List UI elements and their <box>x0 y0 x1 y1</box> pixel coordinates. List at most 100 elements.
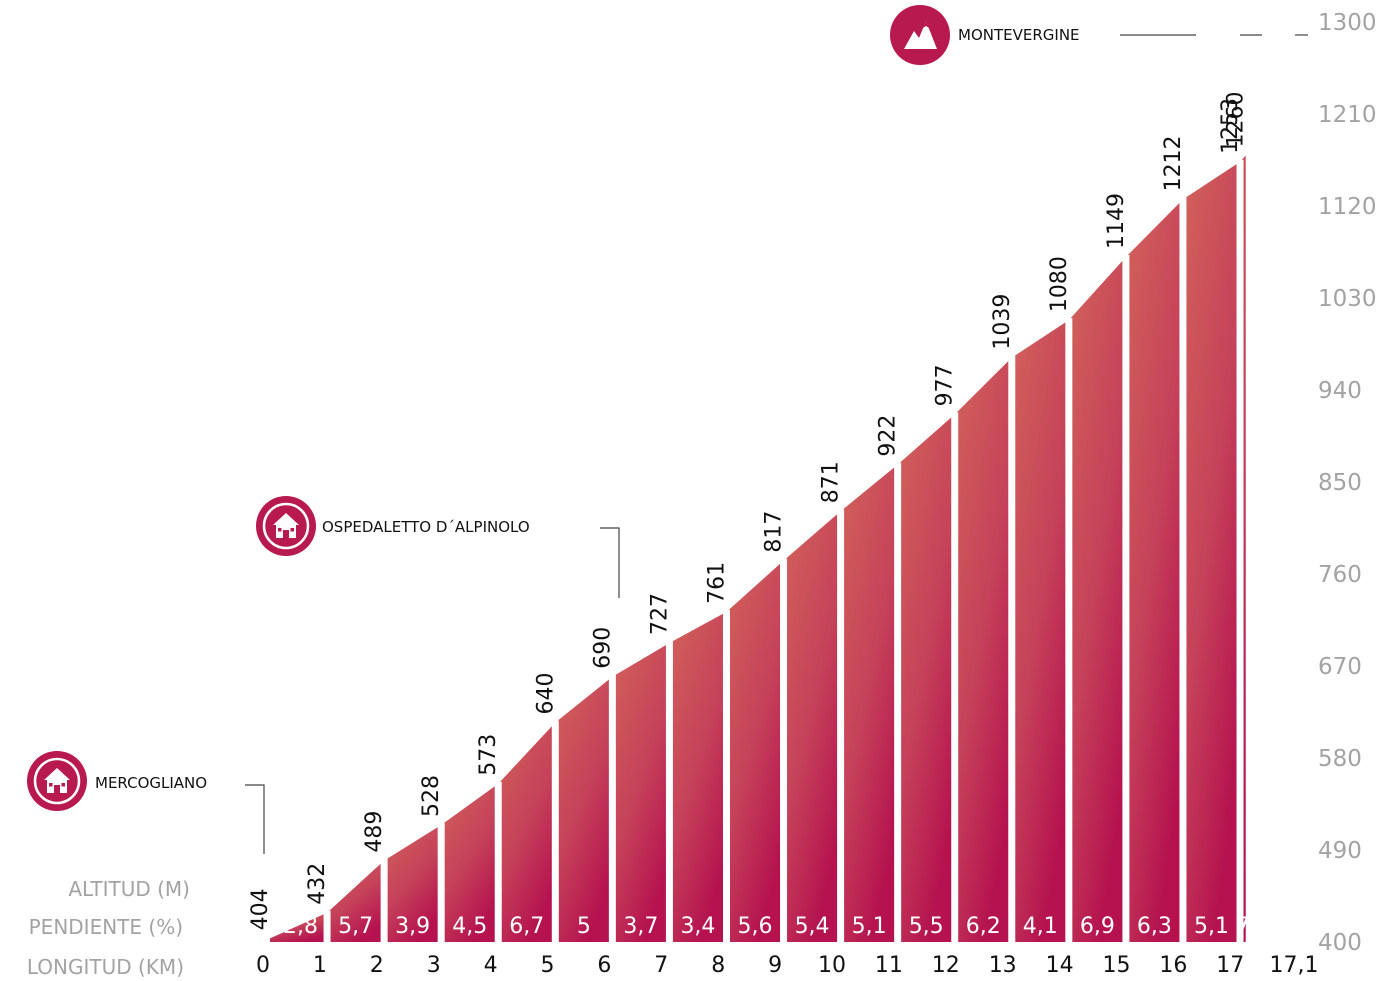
profile-segment <box>783 511 841 942</box>
altitude-label: 432 <box>305 863 330 905</box>
distance-tick: 13 <box>989 953 1017 978</box>
altitude-label: 761 <box>704 562 729 604</box>
gradient-label: 5 <box>577 914 591 939</box>
distance-tick: 16 <box>1159 953 1187 978</box>
row-label-distance: LONGITUD (KM) <box>27 955 184 979</box>
gradient-label: 5,4 <box>795 914 830 939</box>
location-name: MONTEVERGINE <box>958 26 1080 44</box>
altitude-axis: 400 490 580 670 760 850 940 1030 1120 1210 1300 <box>1318 10 1377 956</box>
gradient-label: 4,1 <box>1023 914 1058 939</box>
location-markers: MERCOGLIANO OSPEDALETTO D´ALPINOLO MONTEVE… <box>27 5 1308 854</box>
distance-tick: 17 <box>1216 953 1244 978</box>
altitude-label: 1253 <box>1218 98 1243 154</box>
profile-segment <box>1011 320 1069 942</box>
altitude-tick: 1030 <box>1318 286 1377 312</box>
location-badge <box>890 5 950 65</box>
altitude-tick: 1210 <box>1318 102 1377 128</box>
altitude-label: 690 <box>590 627 615 669</box>
altitude-tick: 490 <box>1318 838 1362 864</box>
gradient-label: 6,3 <box>1137 914 1172 939</box>
gradient-label: 5,1 <box>852 914 887 939</box>
altitude-tick: 850 <box>1318 470 1362 496</box>
distance-tick: 6 <box>597 953 611 978</box>
altitude-label: 1212 <box>1161 135 1186 191</box>
gradient-label: 6,9 <box>1080 914 1115 939</box>
profile-segment <box>498 722 556 942</box>
profile-segment <box>669 611 727 942</box>
altitude-label: 1149 <box>1104 193 1129 249</box>
altitude-label: 1039 <box>990 294 1015 350</box>
profile-segment <box>327 860 385 942</box>
profile-segment <box>384 824 442 942</box>
distance-tick: 11 <box>875 953 903 978</box>
row-labels: ALTITUD (M) PENDIENTE (%) LONGITUD (KM) <box>27 877 190 979</box>
altitude-label: 817 <box>762 511 787 553</box>
profile-segment <box>612 642 670 942</box>
profile-segment <box>1068 257 1126 942</box>
profile-segment <box>840 464 898 942</box>
distance-tick: 5 <box>541 953 555 978</box>
distance-ticks: 0 1 2 3 4 5 6 7 8 9 10 11 12 13 14 15 16 17 17,1 <box>256 953 1318 978</box>
gradient-label: 3,9 <box>395 914 430 939</box>
gradient-label: 3,4 <box>680 914 715 939</box>
gradient-label: 5,1 <box>1194 914 1229 939</box>
gradient-label: 5,6 <box>738 914 773 939</box>
altitude-tick: 400 <box>1318 930 1362 956</box>
house-icon <box>262 502 310 550</box>
distance-tick: 2 <box>370 953 384 978</box>
location-leader-line <box>600 527 620 598</box>
altitude-tick: 1120 <box>1318 194 1377 220</box>
altitude-tick: 760 <box>1318 562 1362 588</box>
profile-segment <box>555 676 613 942</box>
altitude-label: 528 <box>419 775 444 817</box>
altitude-label: 1080 <box>1047 256 1072 312</box>
altitude-tick: 670 <box>1318 654 1362 680</box>
location-marker: OSPEDALETTO D´ALPINOLO <box>256 496 620 598</box>
location-marker: MERCOGLIANO <box>27 751 265 854</box>
altitude-tick: 580 <box>1318 746 1362 772</box>
altitude-labels: 404 432 489 528 573 640 690 727 761 817 871 922 977 1… <box>248 92 1249 931</box>
distance-tick: 1 <box>313 953 327 978</box>
mountain-icon <box>904 21 937 49</box>
row-label-altitude: ALTITUD (M) <box>68 877 190 901</box>
distance-tick: 4 <box>484 953 498 978</box>
distance-tick: 10 <box>818 953 846 978</box>
profile-segment <box>897 414 955 942</box>
distance-tick: 12 <box>932 953 960 978</box>
altitude-label: 1260 <box>1224 92 1249 148</box>
row-label-gradient: PENDIENTE (%) <box>29 915 183 939</box>
profile-area <box>270 155 1246 943</box>
altitude-tick: 1300 <box>1318 10 1377 36</box>
gradient-label: 4,5 <box>452 914 487 939</box>
gradient-label: 6,7 <box>509 914 544 939</box>
gradient-label: 6,2 <box>966 914 1001 939</box>
altitude-label: 489 <box>362 811 387 853</box>
altitude-label: 977 <box>933 364 958 406</box>
distance-tick: 17,1 <box>1270 953 1319 978</box>
distance-tick: 7 <box>654 953 668 978</box>
distance-tick: 3 <box>427 953 441 978</box>
gradient-label: 7 <box>1236 914 1250 939</box>
profile-segment <box>1125 199 1183 942</box>
gradient-label: 2,8 <box>283 914 318 939</box>
altitude-label: 404 <box>248 888 273 930</box>
house-icon <box>33 757 81 805</box>
location-name: MERCOGLIANO <box>95 774 207 792</box>
altitude-label: 727 <box>647 593 672 635</box>
distance-tick: 0 <box>256 953 270 978</box>
distance-tick: 15 <box>1103 953 1131 978</box>
altitude-label: 922 <box>876 415 901 457</box>
gradient-label: 5,5 <box>909 914 944 939</box>
distance-tick: 9 <box>768 953 782 978</box>
gradient-label: 3,7 <box>623 914 658 939</box>
altitude-tick: 940 <box>1318 378 1362 404</box>
gradient-labels: 2,8 5,7 3,9 4,5 6,7 5 3,7 3,4 5,6 5,4 5,1 5,5 6,2 4,1… <box>283 914 1250 939</box>
location-name: OSPEDALETTO D´ALPINOLO <box>322 518 530 536</box>
profile-segment <box>1182 161 1241 942</box>
profile-segment <box>270 912 328 942</box>
location-marker: MONTEVERGINE <box>890 5 1308 65</box>
profile-segment <box>441 783 499 942</box>
location-leader-line <box>245 784 265 854</box>
distance-tick: 8 <box>711 953 725 978</box>
